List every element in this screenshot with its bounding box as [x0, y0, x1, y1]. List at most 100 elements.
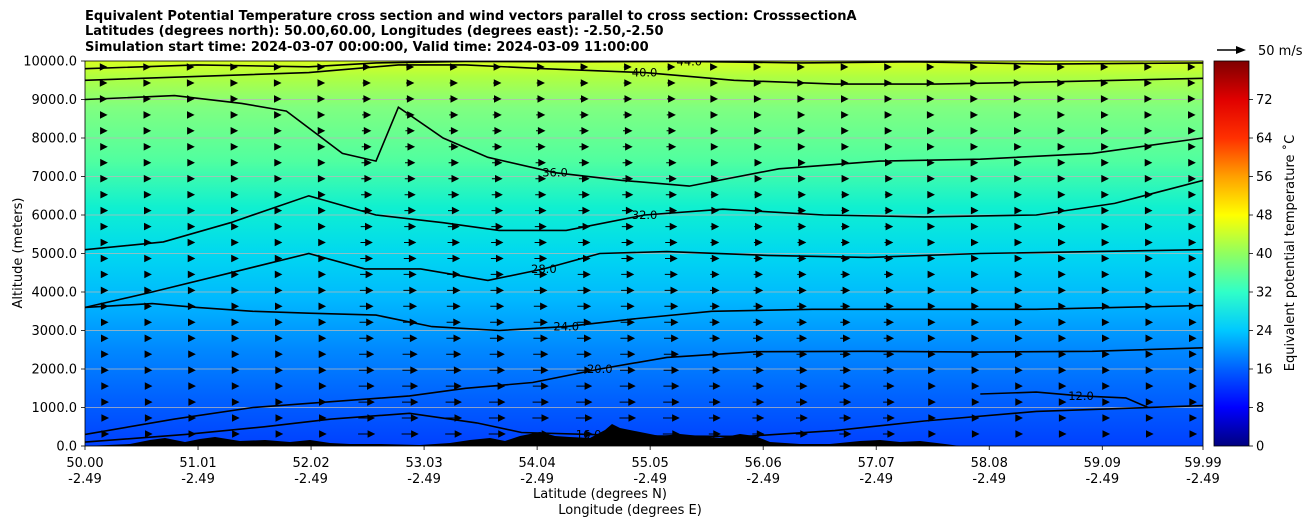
wind-arrow — [1015, 430, 1024, 438]
wind-arrow — [359, 334, 375, 343]
wind-arrow — [317, 79, 326, 87]
wind-arrow — [663, 414, 680, 422]
wind-arrow — [274, 142, 282, 151]
wind-arrow — [534, 238, 547, 247]
wind-arrow — [1144, 63, 1152, 71]
wind-arrow — [1189, 334, 1197, 343]
wind-arrow — [187, 222, 196, 231]
wind-arrow — [798, 158, 806, 167]
wind-arrow — [798, 174, 806, 183]
wind-arrow — [188, 382, 196, 390]
wind-arrow — [971, 238, 979, 247]
wind-arrow — [928, 430, 937, 438]
contour-label: 20.0 — [587, 362, 613, 376]
x-tick-label-lon: -2.49 — [859, 472, 893, 487]
wind-arrow — [274, 238, 283, 247]
wind-arrow — [710, 238, 720, 247]
wind-arrow — [448, 190, 460, 199]
wind-arrow — [840, 270, 851, 279]
wind-arrow — [753, 318, 764, 327]
wind-arrow — [1144, 79, 1152, 87]
wind-arrow — [143, 111, 152, 119]
x-tick-label-lon: -2.49 — [972, 472, 1006, 487]
wind-arrow — [1015, 350, 1023, 359]
wind-arrow — [1101, 286, 1110, 295]
wind-arrow — [449, 111, 459, 119]
wind-arrow — [403, 286, 417, 295]
wind-arrow — [445, 398, 462, 406]
wind-arrow — [143, 190, 152, 199]
wind-arrow — [446, 302, 461, 311]
colorbar-tick-label: 24 — [1256, 324, 1273, 339]
quiver-key-label: 50 m/s — [1258, 44, 1303, 59]
wind-arrow — [231, 286, 240, 295]
x-tick-label-lon: -2.49 — [294, 472, 328, 487]
wind-arrow — [532, 414, 550, 422]
wind-arrow — [317, 111, 326, 119]
wind-arrow — [620, 302, 635, 311]
wind-arrow — [447, 238, 460, 247]
wind-arrow — [446, 318, 461, 327]
wind-arrow — [533, 350, 549, 359]
wind-arrow — [1188, 190, 1197, 199]
wind-arrow — [1189, 350, 1197, 359]
wind-arrow — [1014, 190, 1022, 199]
wind-arrow — [447, 286, 461, 295]
wind-arrow — [318, 302, 327, 311]
wind-arrow — [360, 238, 373, 247]
wind-arrow — [447, 254, 461, 263]
wind-arrow — [709, 318, 720, 327]
wind-arrow — [797, 286, 807, 295]
wind-arrow — [187, 111, 195, 119]
wind-arrow — [710, 126, 719, 135]
wind-arrow — [666, 158, 677, 167]
wind-arrow — [839, 414, 852, 422]
wind-arrow — [1100, 79, 1109, 87]
wind-arrow — [1146, 430, 1154, 438]
wind-arrow — [883, 366, 895, 375]
wind-arrow — [622, 206, 634, 215]
wind-arrow — [1058, 238, 1066, 247]
wind-arrow — [404, 206, 416, 215]
wind-arrow — [1145, 254, 1153, 263]
wind-arrow — [754, 190, 763, 199]
wind-arrow — [579, 95, 589, 103]
wind-arrow — [754, 222, 763, 231]
wind-arrow — [1188, 142, 1196, 151]
wind-arrow — [101, 334, 109, 343]
wind-arrow — [317, 158, 326, 167]
wind-arrow — [403, 254, 417, 263]
wind-arrow — [274, 286, 283, 295]
wind-arrow — [275, 366, 283, 375]
contour-label: 44.0 — [677, 54, 703, 68]
wind-arrow — [274, 174, 283, 183]
wind-arrow — [620, 366, 636, 375]
wind-arrow — [101, 398, 109, 406]
y-tick-label: 7000.0 — [32, 170, 78, 185]
wind-arrow — [101, 318, 109, 327]
wind-arrow — [620, 318, 635, 327]
wind-arrow — [711, 174, 719, 183]
contour-label: 24.0 — [553, 320, 579, 334]
wind-arrow — [493, 79, 502, 87]
wind-arrow — [753, 334, 764, 343]
wind-arrow — [840, 302, 851, 311]
wind-arrow — [709, 382, 721, 390]
wind-arrow — [752, 382, 765, 390]
y-tick-label: 8000.0 — [32, 132, 78, 147]
wind-arrow — [100, 190, 109, 199]
wind-arrow — [188, 318, 196, 327]
wind-arrow — [970, 190, 979, 199]
x-axis: 50.00-2.4951.01-2.4952.02-2.4953.03-2.49… — [66, 446, 1222, 487]
wind-arrow — [402, 334, 418, 343]
wind-arrow — [188, 334, 196, 343]
wind-arrow — [839, 366, 851, 375]
wind-arrow — [664, 318, 679, 327]
wind-arrow — [927, 270, 936, 279]
wind-arrow — [144, 382, 153, 390]
wind-arrow — [359, 286, 374, 295]
wind-arrow — [533, 366, 549, 375]
wind-arrow — [841, 126, 849, 135]
wind-arrow — [841, 206, 850, 215]
colorbar-tick-label: 64 — [1256, 132, 1273, 147]
